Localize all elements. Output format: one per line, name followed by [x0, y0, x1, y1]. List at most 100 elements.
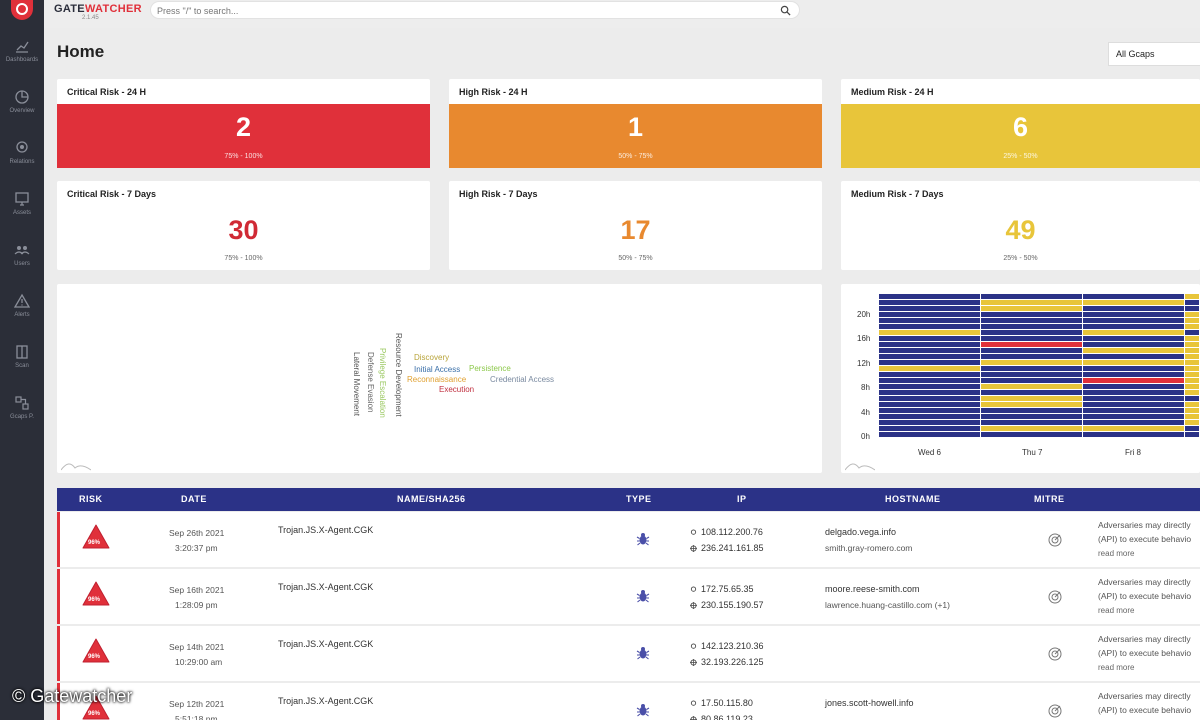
heatmap-cell[interactable]: [1185, 402, 1199, 407]
wordcloud-word[interactable]: Resource Development: [394, 333, 403, 417]
heatmap-cell[interactable]: [981, 378, 1082, 383]
heatmap-cell[interactable]: [879, 402, 980, 407]
heatmap-cell[interactable]: [981, 426, 1082, 431]
heatmap-cell[interactable]: [1185, 294, 1199, 299]
heatmap-cell[interactable]: [1185, 372, 1199, 377]
heatmap-cell[interactable]: [1185, 432, 1199, 437]
heatmap-cell[interactable]: [1083, 420, 1184, 425]
ip-source-value[interactable]: 17.50.115.80: [701, 698, 753, 708]
heatmap-cell[interactable]: [981, 408, 1082, 413]
heatmap-cell[interactable]: [981, 342, 1082, 347]
heatmap-cell[interactable]: [1185, 306, 1199, 311]
medium-risk-24h-card[interactable]: Medium Risk - 24 H 6 25% - 50%: [841, 79, 1200, 168]
heatmap-cell[interactable]: [1083, 318, 1184, 323]
heatmap-cell[interactable]: [1083, 408, 1184, 413]
heatmap-cell[interactable]: [879, 330, 980, 335]
heatmap-cell[interactable]: [879, 360, 980, 365]
heatmap-cell[interactable]: [1185, 378, 1199, 383]
heatmap-cell[interactable]: [1083, 390, 1184, 395]
heatmap-cell[interactable]: [1083, 402, 1184, 407]
heatmap-cell[interactable]: [981, 396, 1082, 401]
heatmap-cell[interactable]: [981, 372, 1082, 377]
sidebar-item-alerts[interactable]: Alerts: [0, 293, 44, 343]
high-risk-7d-card[interactable]: High Risk - 7 Days 17 50% - 75%: [449, 181, 822, 270]
heatmap-cell[interactable]: [981, 384, 1082, 389]
medium-risk-7d-card[interactable]: Medium Risk - 7 Days 49 25% - 50%: [841, 181, 1200, 270]
sidebar-item-assets[interactable]: Assets: [0, 191, 44, 241]
ip-source-value[interactable]: 172.75.65.35: [701, 584, 754, 594]
heatmap-cell[interactable]: [1185, 342, 1199, 347]
heatmap-cell[interactable]: [1083, 324, 1184, 329]
hostname-primary[interactable]: moore.reese-smith.com: [825, 584, 920, 594]
hostname-secondary[interactable]: smith.gray-romero.com: [825, 543, 913, 553]
heatmap-cell[interactable]: [1185, 366, 1199, 371]
sidebar-item-dashboards[interactable]: Dashboards: [0, 38, 44, 88]
column-header-mitre[interactable]: MITRE: [1034, 494, 1065, 504]
heatmap-cell[interactable]: [981, 318, 1082, 323]
target-icon[interactable]: [1048, 647, 1062, 661]
heatmap-cell[interactable]: [879, 420, 980, 425]
column-header-ip[interactable]: IP: [737, 494, 747, 504]
column-header-type[interactable]: TYPE: [626, 494, 652, 504]
heatmap-cell[interactable]: [981, 348, 1082, 353]
heatmap-cell[interactable]: [1185, 390, 1199, 395]
heatmap-cell[interactable]: [879, 294, 980, 299]
wordcloud-word[interactable]: Persistence: [469, 364, 511, 373]
gcap-filter-select[interactable]: All Gcaps: [1108, 42, 1200, 66]
heatmap-cell[interactable]: [879, 396, 980, 401]
heatmap-cell[interactable]: [879, 306, 980, 311]
heatmap-cell[interactable]: [1083, 414, 1184, 419]
heatmap-cell[interactable]: [1185, 384, 1199, 389]
heatmap-cell[interactable]: [879, 342, 980, 347]
read-more-link[interactable]: read more: [1098, 606, 1135, 615]
wordcloud-word[interactable]: Lateral Movement: [352, 352, 361, 417]
wordcloud-word[interactable]: Privilege Escalation: [378, 348, 387, 418]
heatmap-cell[interactable]: [1083, 312, 1184, 317]
heatmap-cell[interactable]: [879, 336, 980, 341]
heatmap-cell[interactable]: [879, 348, 980, 353]
heatmap-cell[interactable]: [1083, 432, 1184, 437]
heatmap-cell[interactable]: [981, 414, 1082, 419]
wordcloud-word[interactable]: Initial Access: [414, 365, 461, 374]
target-icon[interactable]: [1048, 533, 1062, 547]
target-icon[interactable]: [1048, 590, 1062, 604]
heatmap-cell[interactable]: [1083, 396, 1184, 401]
wordcloud-word[interactable]: Execution: [439, 385, 475, 394]
alert-name[interactable]: Trojan.JS.X-Agent.CGK: [278, 696, 374, 706]
heatmap-cell[interactable]: [981, 312, 1082, 317]
heatmap-cell[interactable]: [1185, 354, 1199, 359]
heatmap-cell[interactable]: [981, 300, 1082, 305]
wordcloud-word[interactable]: Credential Access: [490, 375, 555, 384]
critical-risk-7d-card[interactable]: Critical Risk - 7 Days 30 75% - 100%: [57, 181, 430, 270]
table-row[interactable]: 96% Sep 12th 2021 5:51:18 pm Trojan.JS.X-Ag…: [57, 683, 1200, 720]
read-more-link[interactable]: read more: [1098, 663, 1135, 672]
column-header-hostname[interactable]: HOSTNAME: [885, 494, 941, 504]
heatmap-cell[interactable]: [879, 354, 980, 359]
table-row[interactable]: 96% Sep 14th 2021 10:29:00 am Trojan.JS.X-A…: [57, 626, 1200, 681]
sidebar-item-gcaps[interactable]: Gcaps P.: [0, 395, 44, 445]
heatmap-cell[interactable]: [981, 330, 1082, 335]
heatmap-cell[interactable]: [1185, 396, 1199, 401]
heatmap-cell[interactable]: [981, 390, 1082, 395]
heatmap-cell[interactable]: [879, 312, 980, 317]
heatmap-cell[interactable]: [1185, 330, 1199, 335]
heatmap-cell[interactable]: [879, 372, 980, 377]
heatmap-cell[interactable]: [1083, 360, 1184, 365]
heatmap-cell[interactable]: [981, 360, 1082, 365]
heatmap-cell[interactable]: [879, 432, 980, 437]
heatmap-cell[interactable]: [1185, 336, 1199, 341]
heatmap-cell[interactable]: [1185, 408, 1199, 413]
sidebar-item-overview[interactable]: Overview: [0, 89, 44, 139]
heatmap-cell[interactable]: [1185, 312, 1199, 317]
heatmap-cell[interactable]: [1083, 342, 1184, 347]
heatmap-cell[interactable]: [1083, 366, 1184, 371]
heatmap-cell[interactable]: [1185, 348, 1199, 353]
heatmap-cell[interactable]: [1083, 300, 1184, 305]
heatmap-cell[interactable]: [1083, 336, 1184, 341]
heatmap-cell[interactable]: [1185, 360, 1199, 365]
heatmap-cell[interactable]: [879, 318, 980, 323]
wordcloud-word[interactable]: Reconnaissance: [407, 375, 467, 384]
heatmap-cell[interactable]: [879, 384, 980, 389]
heatmap-cell[interactable]: [1083, 330, 1184, 335]
table-row[interactable]: 96% Sep 16th 2021 1:28:09 pm Trojan.JS.X-Ag…: [57, 569, 1200, 624]
